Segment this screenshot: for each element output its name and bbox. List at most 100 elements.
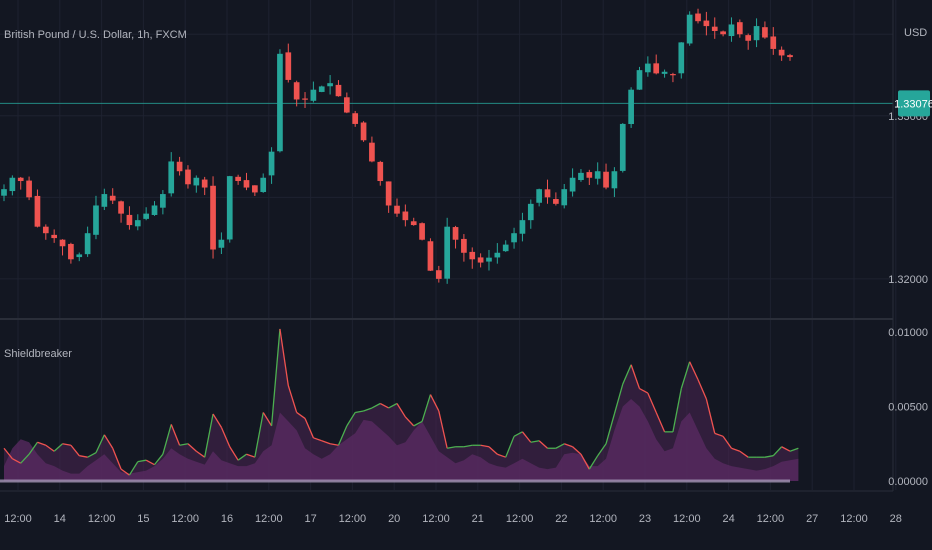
candle-body[interactable] [402, 211, 409, 221]
candle-body[interactable] [728, 24, 735, 37]
candle-body[interactable] [461, 238, 467, 253]
candle-body[interactable] [410, 221, 417, 226]
candle-body[interactable] [118, 201, 124, 214]
candle-body[interactable] [235, 176, 241, 182]
candle-body[interactable] [160, 194, 166, 208]
candle-body[interactable] [302, 98, 308, 100]
candle-body[interactable] [561, 189, 568, 206]
candle-body[interactable] [76, 254, 83, 258]
candle-body[interactable] [1, 189, 7, 196]
candle-body[interactable] [277, 53, 283, 152]
candle-body[interactable] [502, 244, 509, 252]
indicator-pane[interactable] [0, 328, 799, 483]
candle-body[interactable] [469, 251, 476, 260]
candle-body[interactable] [494, 252, 501, 258]
candle-body[interactable] [477, 257, 484, 263]
x-tick-label: 12:00 [339, 513, 367, 525]
candle-body[interactable] [352, 113, 359, 124]
candle-body[interactable] [369, 142, 375, 162]
candle-body[interactable] [745, 35, 752, 41]
candle-body[interactable] [544, 189, 551, 198]
candle-body[interactable] [134, 220, 141, 227]
candle-body[interactable] [59, 239, 66, 247]
candle-body[interactable] [611, 171, 618, 189]
candle-body[interactable] [385, 181, 392, 206]
candle-body[interactable] [285, 52, 292, 80]
candle-body[interactable] [226, 176, 233, 240]
candle-body[interactable] [126, 214, 133, 226]
candle-body[interactable] [619, 123, 626, 171]
candle-body[interactable] [109, 195, 116, 201]
candle-body[interactable] [9, 177, 16, 192]
candle-body[interactable] [293, 82, 300, 100]
candle-body[interactable] [536, 189, 542, 203]
candle-body[interactable] [695, 13, 701, 22]
candle-body[interactable] [318, 86, 325, 92]
candle-body[interactable] [185, 169, 191, 185]
candle-body[interactable] [711, 26, 718, 31]
candle-body[interactable] [753, 26, 760, 41]
candle-body[interactable] [310, 89, 317, 101]
candle-body[interactable] [268, 151, 275, 176]
candle-body[interactable] [553, 199, 559, 204]
candle-body[interactable] [645, 63, 651, 73]
candle-body[interactable] [243, 180, 250, 188]
candle-body[interactable] [84, 233, 91, 255]
candle-body[interactable] [93, 205, 99, 235]
candle-body[interactable] [327, 83, 333, 87]
candle-body[interactable] [586, 172, 593, 178]
candle-body[interactable] [201, 179, 208, 188]
candle-body[interactable] [210, 185, 216, 250]
candle-body[interactable] [703, 20, 710, 27]
candle-body[interactable] [578, 172, 584, 181]
candle-body[interactable] [42, 226, 49, 234]
candle-body[interactable] [168, 161, 175, 194]
candle-body[interactable] [176, 161, 183, 172]
candle-body[interactable] [335, 84, 342, 97]
candle-body[interactable] [569, 177, 576, 192]
candle-body[interactable] [770, 36, 777, 49]
candle-body[interactable] [527, 203, 534, 221]
candle-body[interactable] [427, 241, 434, 271]
candle-body[interactable] [143, 213, 149, 219]
candle-body[interactable] [787, 55, 793, 58]
candle-body[interactable] [628, 89, 634, 125]
last-price-badge[interactable]: 1.33076 [894, 90, 932, 117]
candle-body[interactable] [151, 205, 158, 215]
candle-body[interactable] [678, 42, 685, 74]
candle-body[interactable] [670, 74, 676, 76]
candle-body[interactable] [736, 22, 743, 35]
candle-body[interactable] [360, 122, 367, 141]
price-pane[interactable] [0, 8, 893, 284]
candle-body[interactable] [218, 239, 225, 248]
candle-body[interactable] [686, 14, 693, 44]
candle-body[interactable] [519, 220, 526, 234]
candle-body[interactable] [486, 257, 492, 262]
candle-body[interactable] [260, 177, 267, 193]
candle-body[interactable] [594, 171, 601, 179]
candle-body[interactable] [435, 270, 442, 279]
candle-body[interactable] [17, 177, 24, 182]
candle-body[interactable] [653, 63, 660, 74]
candle-body[interactable] [444, 226, 451, 279]
candle-body[interactable] [101, 194, 108, 207]
candle-body[interactable] [68, 243, 74, 260]
candle-body[interactable] [252, 185, 258, 193]
candle-body[interactable] [762, 27, 768, 38]
candle-body[interactable] [511, 233, 517, 243]
candle-body[interactable] [661, 71, 668, 74]
candle-body[interactable] [603, 171, 609, 188]
candle-body[interactable] [452, 227, 459, 240]
candle-body[interactable] [394, 205, 400, 214]
candle-body[interactable] [636, 70, 643, 90]
candle-body[interactable] [343, 97, 350, 113]
candle-body[interactable] [26, 180, 32, 198]
candle-body[interactable] [778, 49, 785, 56]
candle-body[interactable] [193, 177, 200, 186]
candle-body[interactable] [419, 223, 425, 240]
candle-body[interactable] [34, 195, 41, 227]
candle-body[interactable] [51, 234, 58, 239]
candle-body[interactable] [720, 31, 726, 35]
candle-body[interactable] [377, 161, 384, 182]
